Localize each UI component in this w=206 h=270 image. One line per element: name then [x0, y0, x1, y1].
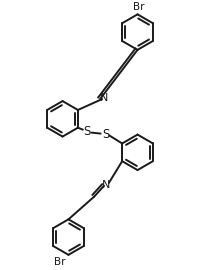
Text: Br: Br: [133, 2, 144, 12]
Text: N: N: [102, 180, 110, 190]
Text: Br: Br: [54, 257, 65, 267]
Text: S: S: [102, 128, 109, 141]
Text: N: N: [100, 93, 108, 103]
Text: S: S: [83, 125, 90, 138]
